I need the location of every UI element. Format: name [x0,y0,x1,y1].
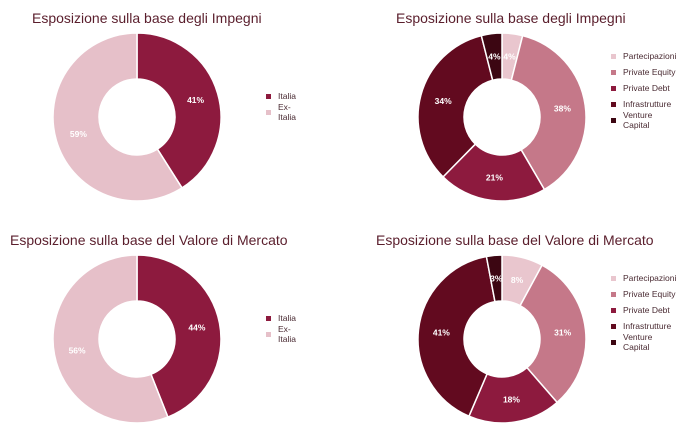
legend-swatch [611,307,616,313]
legend-swatch [611,69,616,75]
legend-label: Italia [278,313,296,323]
donut-slice-italia [136,254,222,419]
legend-label: Partecipazioni [623,273,677,283]
slice-value-label: 44% [188,323,205,333]
slice-value-label: 21% [486,173,503,183]
legend-item: Ex-Italia [266,324,296,344]
legend-label: Venture Capital [623,332,653,352]
slice-value-label: 31% [554,327,571,337]
donut-chart: 44% 56% [52,254,222,424]
legend-item: Private Debt [611,80,676,96]
legend-label: Infrastrutture [623,99,672,109]
chart-legend: Italia Ex-Italia [266,88,296,122]
legend-swatch [266,93,271,99]
legend-item: Venture Capital [611,332,676,352]
legend-item: Partecipazioni [611,270,676,286]
slice-value-label: 8% [511,275,524,285]
legend-swatch [611,275,616,281]
legend-swatch [611,339,616,345]
legend-item: Infrastrutture [611,96,676,112]
slice-value-label: 59% [70,129,87,139]
donut-chart: 4% 38% 21% 34% 4% [417,32,587,202]
slice-value-label: 3% [490,273,503,283]
legend-item: Italia [266,88,296,104]
legend-label: Infrastrutture [623,321,672,331]
donut-chart: 8% 31% 18% 41% 3% [417,254,587,424]
chart-legend: Partecipazioni Private Equity Private Debt… [611,270,676,352]
donut-slice-venture-capital [480,32,503,82]
legend-item: Private Equity [611,286,676,302]
legend-item: Venture Capital [611,110,676,130]
legend-item: Italia [266,310,296,326]
chart-title: Esposizione sulla base del Valore di Mer… [10,232,288,248]
donut-slice-infrastrutture [417,255,496,418]
legend-swatch [611,291,616,297]
legend-swatch [611,323,616,329]
legend-item: Ex-Italia [266,102,296,122]
legend-label: Italia [278,91,296,101]
slice-value-label: 38% [554,103,571,113]
legend-label: Private Debt [623,305,670,315]
slice-value-label: 4% [488,51,501,61]
slice-value-label: 4% [503,51,516,61]
donut-slice-private-equity [510,34,587,191]
legend-swatch [266,331,271,337]
legend-label: Private Equity [623,67,676,77]
legend-label: Private Debt [623,83,670,93]
legend-swatch [611,53,616,59]
donut-slice-private-equity [519,264,587,404]
chart-title: Esposizione sulla base degli Impegni [32,10,262,26]
legend-swatch [611,85,616,91]
slice-value-label: 56% [69,345,86,355]
chart-legend: Partecipazioni Private Equity Private Debt… [611,48,676,130]
legend-swatch [611,117,616,123]
slice-value-label: 18% [503,394,520,404]
chart-legend: Italia Ex-Italia [266,310,296,344]
legend-swatch [266,315,271,321]
chart-title: Esposizione sulla base del Valore di Mer… [376,232,654,248]
donut-slice-infrastrutture [417,34,494,178]
slice-value-label: 34% [435,96,452,106]
donut-slice-venture-capital [485,254,503,303]
legend-label: Ex-Italia [278,324,296,344]
slice-value-label: 41% [433,327,450,337]
legend-item: Partecipazioni [611,48,676,64]
donut-slice-private-debt [442,143,546,202]
slice-value-label: 41% [187,95,204,105]
legend-item: Private Debt [611,302,676,318]
donut-chart: 41% 59% [52,32,222,202]
chart-title: Esposizione sulla base degli Impegni [396,10,626,26]
legend-swatch [266,109,271,115]
legend-label: Partecipazioni [623,51,677,61]
legend-item: Infrastrutture [611,318,676,334]
legend-label: Private Equity [623,289,676,299]
donut-slice-ex-italia [52,254,169,424]
legend-label: Ex-Italia [278,102,296,122]
donut-slice-ex-italia [52,32,184,202]
legend-item: Private Equity [611,64,676,80]
legend-swatch [611,101,616,107]
legend-label: Venture Capital [623,110,653,130]
